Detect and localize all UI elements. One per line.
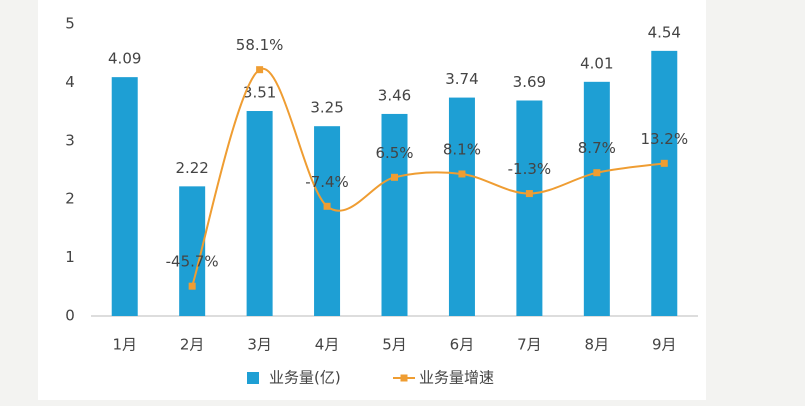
bar-value-label: 4.09: [108, 50, 141, 68]
bar: [651, 50, 678, 316]
bar: [381, 113, 408, 316]
bar-value-label: 3.51: [243, 84, 276, 102]
line-marker: [660, 159, 668, 167]
x-tick-label: 3月: [247, 336, 272, 354]
line-value-label: 8.7%: [578, 139, 616, 157]
y-tick-label: 2: [65, 190, 75, 208]
x-tick-label: 7月: [517, 336, 542, 354]
line-value-label: 13.2%: [640, 130, 688, 148]
bar-value-label: 4.01: [580, 54, 613, 72]
bar-value-label: 3.69: [513, 73, 546, 91]
bar: [111, 77, 138, 316]
bar-value-label: 3.25: [310, 99, 343, 117]
line-marker: [256, 66, 264, 74]
bar: [448, 97, 475, 316]
legend-label: 业务量增速: [419, 369, 494, 387]
line-value-label: 6.5%: [375, 144, 413, 162]
line-marker: [188, 282, 196, 290]
bar: [516, 100, 543, 316]
line-value-label: -7.4%: [305, 173, 349, 191]
legend-marker: [400, 374, 408, 382]
bar-value-label: 4.54: [648, 23, 681, 41]
line-marker: [525, 190, 533, 198]
bar-value-label: 3.74: [445, 70, 478, 88]
y-tick-label: 4: [65, 73, 75, 91]
bar: [246, 111, 273, 317]
x-tick-label: 5月: [382, 336, 407, 354]
bar-value-label: 2.22: [175, 159, 208, 177]
x-tick-label: 6月: [450, 336, 475, 354]
y-tick-label: 1: [65, 248, 75, 266]
y-tick-label: 5: [65, 15, 75, 33]
line-value-label: -45.7%: [166, 253, 219, 271]
x-tick-label: 9月: [652, 336, 677, 354]
legend-swatch: [247, 372, 259, 384]
y-tick-label: 3: [65, 131, 75, 149]
x-tick-label: 2月: [180, 336, 205, 354]
line-value-label: 58.1%: [236, 36, 284, 54]
line-marker: [593, 169, 601, 177]
x-tick-label: 1月: [112, 336, 137, 354]
bar: [314, 126, 341, 316]
line-marker: [323, 202, 331, 210]
line-value-label: -1.3%: [508, 160, 552, 178]
bar-value-label: 3.46: [378, 86, 411, 104]
line-value-label: 8.1%: [443, 140, 481, 158]
legend-label: 业务量(亿): [269, 369, 341, 387]
y-tick-label: 0: [65, 307, 75, 325]
x-tick-label: 8月: [585, 336, 610, 354]
bar: [583, 81, 610, 316]
line-marker: [391, 173, 398, 181]
line-marker: [458, 170, 466, 178]
x-tick-label: 4月: [315, 336, 340, 354]
